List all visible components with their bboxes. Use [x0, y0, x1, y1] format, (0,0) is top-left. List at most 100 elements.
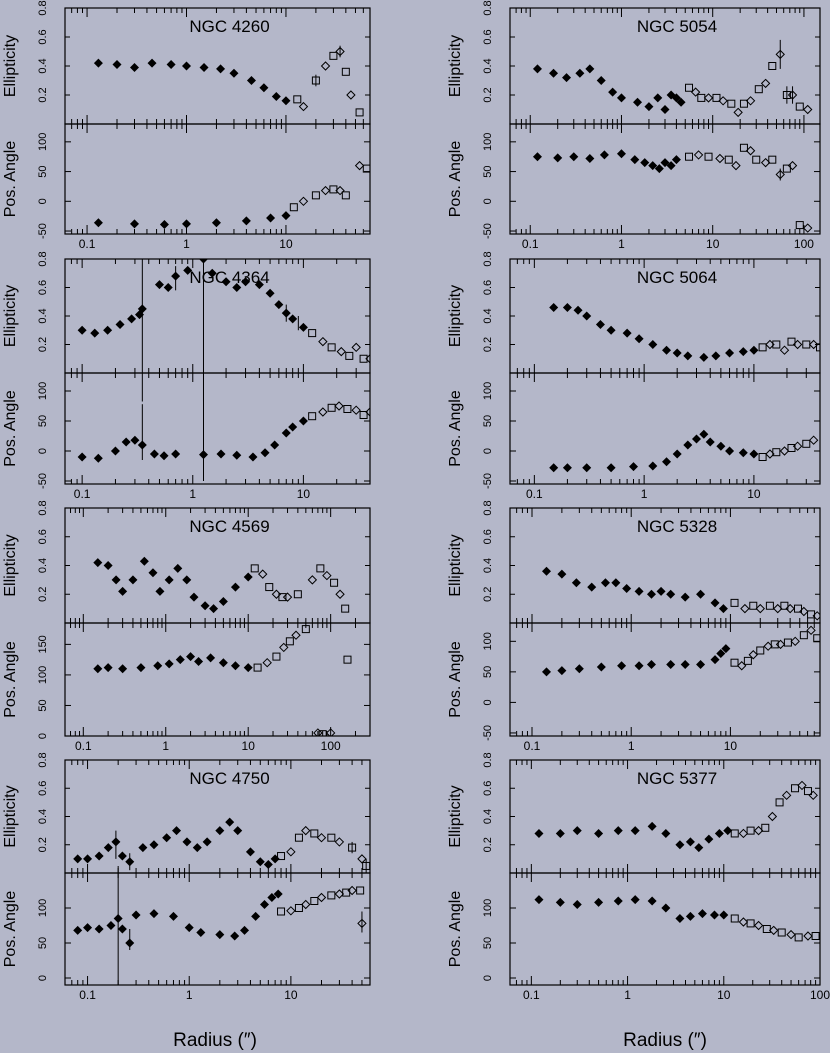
ellipticity-point — [233, 826, 243, 836]
pa-point — [281, 428, 291, 438]
pa-point — [243, 663, 253, 673]
ellipticity-point — [207, 268, 217, 278]
ellipticity-tick-label: 0.4 — [482, 809, 494, 824]
ellipticity-outer-point — [330, 578, 339, 587]
x-tick-label: 0.1 — [74, 487, 91, 501]
ellipticity-point — [646, 589, 656, 599]
pa-outer-point — [334, 401, 344, 411]
x-tick-label: 1 — [628, 739, 635, 753]
ellipticity-outer-point — [282, 592, 293, 602]
pa-point — [137, 440, 147, 450]
ellipticity-tick-label: 0.2 — [482, 87, 494, 102]
ellipticity-point — [661, 828, 671, 838]
pa-point — [672, 449, 682, 459]
pa-point — [721, 644, 731, 654]
ellipticity-point — [634, 334, 644, 344]
ellipticity-outer-point — [357, 854, 367, 864]
pa-point — [216, 449, 226, 459]
ellipticity-point — [648, 340, 658, 349]
pa-outer-point — [777, 928, 786, 937]
ellipticity-point — [714, 828, 724, 838]
ellipticity-point — [125, 857, 135, 867]
pa-outer-point — [775, 639, 786, 650]
pa-point — [680, 660, 690, 670]
ellipticity-outer-point — [293, 590, 302, 599]
pa-point — [532, 152, 542, 162]
pa-point — [83, 923, 93, 933]
ellipticity-outer-point — [307, 575, 318, 585]
pa-point — [266, 213, 276, 223]
pa-tick-label: 50 — [482, 937, 494, 949]
pa-outer-point — [301, 625, 310, 634]
pa-point — [683, 440, 693, 450]
pa-outer-point — [341, 191, 350, 200]
ellipticity-axis-label: Ellipticity — [2, 285, 19, 347]
ellipticity-outer-point — [320, 61, 331, 71]
pa-point — [662, 457, 672, 467]
ellipticity-outer-point — [772, 340, 781, 349]
pa-outer-point — [794, 933, 803, 942]
pa-outer-point — [756, 646, 765, 655]
x-tick-label: 0.1 — [79, 237, 96, 251]
pa-axis-label: Pos. Angle — [2, 641, 19, 718]
ellipticity-outer-point — [753, 825, 764, 836]
pa-outer-point — [739, 143, 748, 152]
ellipticity-tick-label: 0.8 — [37, 752, 49, 767]
data-points — [77, 259, 370, 481]
data-points — [93, 556, 352, 736]
ellipticity-tick-label: 0.6 — [37, 529, 49, 544]
pa-tick-label: -50 — [37, 223, 49, 239]
ellipticity-outer-point — [767, 811, 778, 822]
ellipticity-point — [83, 854, 93, 864]
ellipticity-outer-point — [792, 339, 803, 350]
ellipticity-outer-point — [278, 593, 287, 602]
ellipticity-point — [704, 834, 714, 844]
pa-axis-label: Pos. Angle — [447, 891, 464, 968]
pa-point — [705, 437, 715, 447]
ellipticity-outer-point — [690, 87, 701, 97]
ellipticity-point — [532, 64, 542, 74]
pa-point — [248, 452, 258, 462]
ellipticity-outer-point — [322, 570, 332, 581]
pa-point — [572, 900, 582, 909]
pa-point — [634, 661, 644, 671]
ellipticity-point — [710, 598, 720, 608]
ellipticity-point — [243, 572, 253, 582]
ellipticity-tick-label: 0.8 — [37, 500, 49, 515]
ellipticity-point — [749, 345, 759, 355]
ellipticity-axis-label: Ellipticity — [447, 785, 464, 847]
ellipticity-outer-point — [265, 583, 274, 592]
pa-frame — [509, 872, 821, 986]
pa-point — [198, 450, 208, 460]
pa-point — [685, 911, 695, 921]
pa-point — [241, 216, 251, 226]
pa-point — [215, 930, 225, 940]
x-tick-label: 10 — [279, 237, 293, 251]
ellipticity-point — [199, 62, 209, 72]
ellipticity-axis-label: Ellipticity — [2, 35, 19, 97]
pa-point — [113, 914, 123, 923]
pa-outer-point — [731, 160, 741, 171]
ellipticity-point — [127, 314, 137, 324]
data-points — [549, 302, 820, 473]
ellipticity-point — [254, 280, 264, 290]
pa-outer-point — [803, 931, 813, 941]
ellipticity-point — [171, 271, 181, 281]
ellipticity-tick-label: 0.4 — [482, 308, 494, 323]
ellipticity-point — [685, 837, 695, 847]
pa-point — [121, 437, 131, 447]
pa-axis-label: Pos. Angle — [447, 390, 464, 467]
x-tick-label: 10 — [724, 739, 738, 753]
ellipticity-point — [271, 91, 281, 101]
pa-point — [93, 218, 103, 228]
ellipticity-point — [230, 582, 240, 592]
pa-tick-label: -50 — [482, 725, 494, 741]
ellipticity-point — [111, 837, 121, 847]
pa-outer-point — [772, 448, 781, 457]
pa-point — [117, 924, 127, 934]
ellipticity-point — [595, 320, 605, 330]
pa-outer-point — [356, 886, 365, 895]
ellipticity-outer-point — [782, 91, 791, 99]
